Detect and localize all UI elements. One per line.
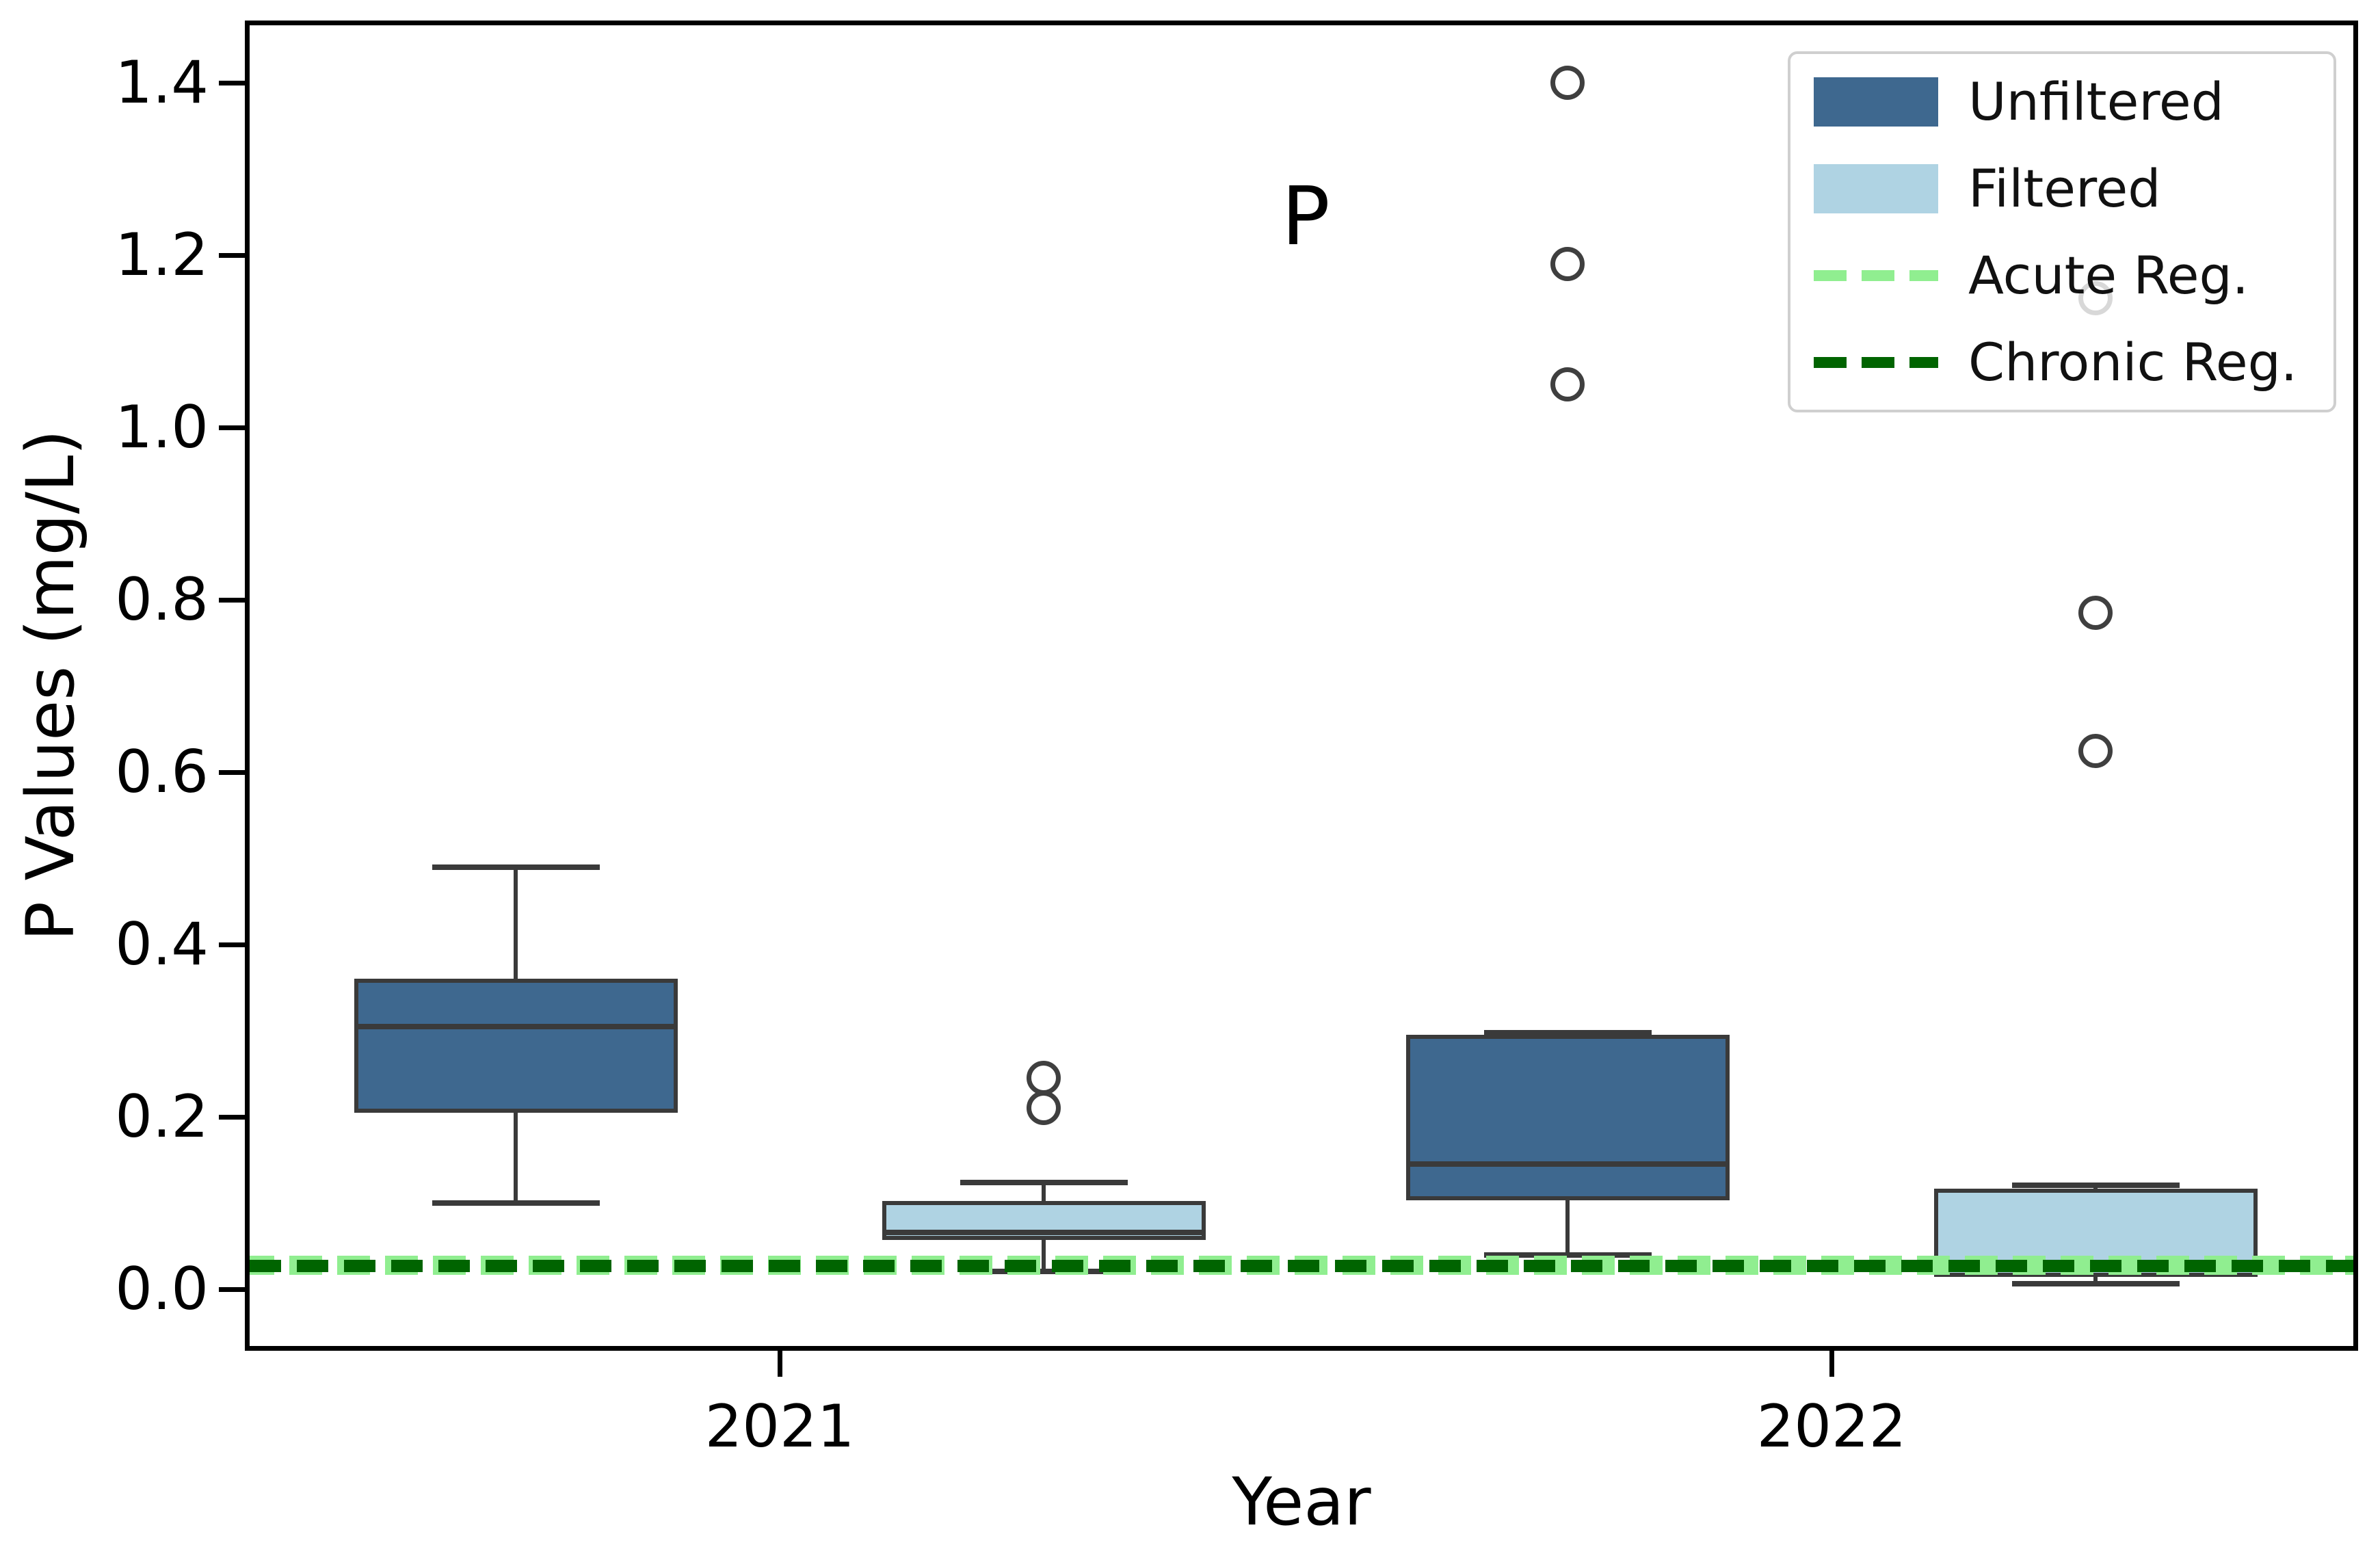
x-tick	[778, 1351, 782, 1377]
x-axis-label: Year	[1232, 1464, 1371, 1540]
whisker-upper-filtered-2021	[1042, 1182, 1046, 1202]
y-tick	[219, 425, 246, 430]
legend: Unfiltered Filtered Acute Reg. Chronic R…	[1788, 51, 2336, 412]
legend-swatch-filtered	[1814, 163, 1938, 213]
outlier-filtered-2021	[1027, 1061, 1061, 1096]
whisker-cap-lower-filtered-2022	[2011, 1281, 2180, 1287]
legend-item-unfiltered: Unfiltered	[1790, 58, 2333, 145]
ref-line-chronic	[250, 1259, 2353, 1272]
whisker-lower-filtered-2022	[2093, 1277, 2098, 1284]
y-tick-label: 1.4	[115, 49, 209, 117]
legend-item-filtered: Filtered	[1790, 145, 2333, 232]
legend-item-acute-reg: Acute Reg.	[1790, 232, 2333, 319]
legend-label-chronic-reg: Chronic Reg.	[1968, 331, 2298, 393]
x-tick-label: 2021	[704, 1392, 855, 1461]
whisker-cap-upper-filtered-2022	[2011, 1182, 2180, 1188]
y-tick	[219, 942, 246, 947]
y-tick-label: 1.0	[115, 393, 209, 462]
y-tick-label: 0.6	[115, 738, 209, 806]
y-tick	[219, 598, 246, 603]
y-tick-label: 0.4	[115, 910, 209, 979]
whisker-cap-lower-unfiltered-2022	[1483, 1252, 1652, 1258]
y-tick	[219, 253, 246, 258]
legend-label-unfiltered: Unfiltered	[1968, 70, 2224, 132]
outlier-unfiltered-2022	[1550, 66, 1585, 100]
legend-label-filtered: Filtered	[1968, 157, 2161, 219]
whisker-cap-upper-unfiltered-2022	[1483, 1029, 1652, 1035]
x-tick	[1829, 1351, 1834, 1377]
whisker-cap-lower-unfiltered-2021	[432, 1200, 600, 1206]
whisker-lower-unfiltered-2021	[514, 1112, 518, 1203]
legend-swatch-acute-reg	[1814, 269, 1938, 281]
y-tick-label: 0.0	[115, 1255, 209, 1323]
y-tick	[219, 1115, 246, 1120]
whisker-cap-upper-unfiltered-2021	[432, 864, 600, 870]
outlier-unfiltered-2022	[1550, 367, 1585, 401]
box-unfiltered-2022	[1405, 1035, 1730, 1201]
whisker-lower-unfiltered-2022	[1565, 1200, 1570, 1255]
legend-swatch-chronic-reg	[1814, 356, 1938, 368]
outlier-filtered-2022	[2078, 595, 2113, 630]
y-tick	[219, 81, 246, 85]
annotation-p: P	[1281, 169, 1330, 264]
median-filtered-2021	[882, 1229, 1206, 1235]
median-unfiltered-2022	[1405, 1161, 1730, 1167]
legend-item-chronic-reg: Chronic Reg.	[1790, 319, 2333, 406]
whisker-cap-upper-filtered-2021	[960, 1179, 1128, 1185]
legend-swatch-unfiltered	[1814, 77, 1938, 127]
y-tick-label: 1.2	[115, 221, 209, 289]
y-tick	[219, 1287, 246, 1292]
y-tick-label: 0.8	[115, 566, 209, 634]
outlier-filtered-2022	[2078, 733, 2113, 768]
box-unfiltered-2021	[354, 979, 678, 1113]
x-tick-label: 2022	[1756, 1392, 1907, 1461]
y-tick	[219, 770, 246, 775]
legend-label-acute-reg: Acute Reg.	[1968, 244, 2249, 306]
median-unfiltered-2021	[354, 1023, 678, 1029]
whisker-upper-unfiltered-2021	[514, 867, 518, 979]
outlier-unfiltered-2022	[1550, 246, 1585, 281]
y-tick-label: 0.2	[115, 1083, 209, 1151]
